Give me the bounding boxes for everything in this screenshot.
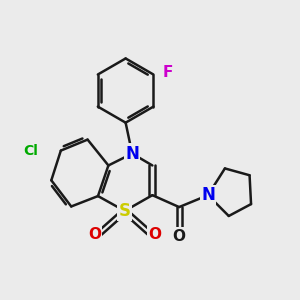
Text: Cl: Cl	[23, 144, 38, 158]
Text: N: N	[125, 145, 139, 163]
Text: S: S	[119, 202, 131, 220]
Text: F: F	[163, 64, 173, 80]
Text: O: O	[172, 229, 186, 244]
Text: O: O	[148, 227, 162, 242]
Text: N: N	[201, 186, 215, 204]
Text: O: O	[88, 227, 101, 242]
